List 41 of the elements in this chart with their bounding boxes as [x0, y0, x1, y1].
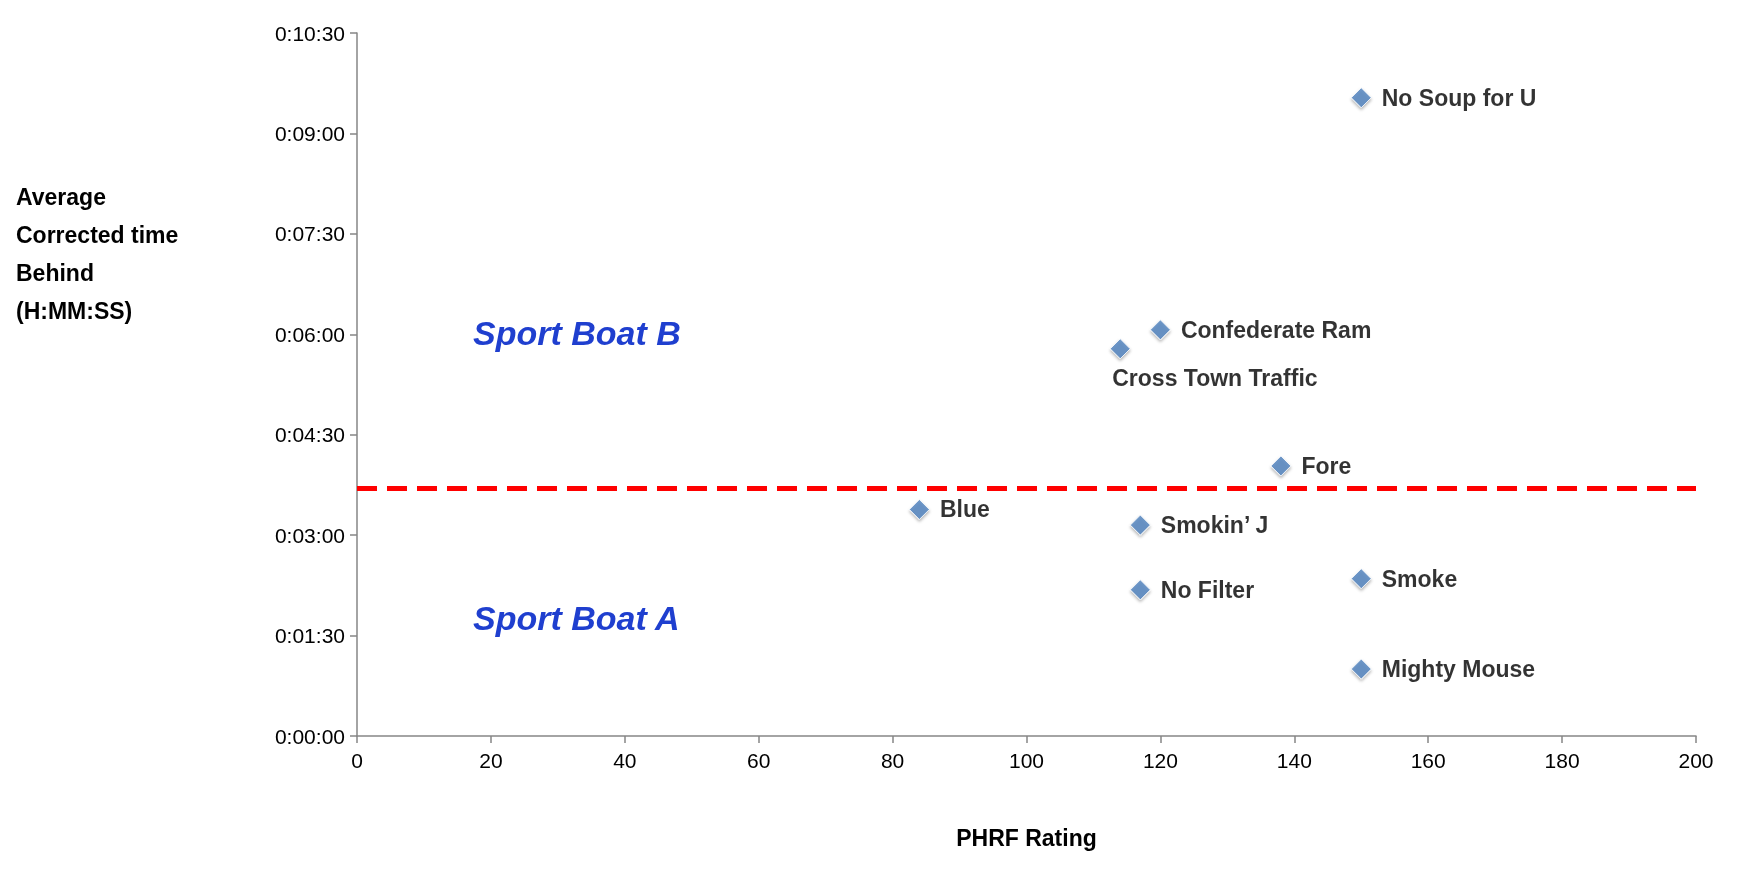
point [1129, 579, 1151, 601]
y-tick-label: 0:07:30 [274, 222, 345, 246]
x-tick-label: 160 [1410, 749, 1446, 772]
x-tick-label: 60 [747, 749, 771, 772]
y-tick-label: 0:01:30 [274, 624, 345, 648]
x-tick-label: 80 [880, 749, 905, 772]
data-label: Smoke [1381, 565, 1458, 592]
data-label: Blue [939, 496, 990, 523]
y-tick-label: 0:03:00 [274, 523, 345, 547]
point [1109, 338, 1131, 360]
y-axis-title: Average Corrected time Behind (H:MM:SS) [16, 184, 185, 324]
y-tick-label: 0:00:00 [274, 724, 345, 748]
data-label: Fore [1301, 452, 1352, 479]
data-label: Mighty Mouse [1381, 656, 1536, 683]
point [1350, 658, 1372, 680]
data-label: Cross Town Traffic [1112, 364, 1318, 391]
point [908, 498, 930, 520]
point [1270, 455, 1292, 477]
point [1149, 319, 1171, 341]
x-tick-label: 0 [351, 749, 363, 772]
data-label: Confederate Ram [1180, 316, 1372, 343]
point [1350, 87, 1372, 109]
y-tick-label: 0:04:30 [274, 423, 345, 447]
y-tick-label: 0:06:00 [274, 322, 345, 346]
y-tick-label: 0:09:00 [274, 121, 345, 145]
y-tick-label: 0:10:30 [274, 21, 345, 45]
x-tick-label: 40 [613, 749, 637, 772]
point [1129, 514, 1151, 536]
x-tick-label: 120 [1142, 749, 1178, 772]
x-tick-label: 200 [1678, 749, 1714, 772]
data-label: No Filter [1160, 576, 1255, 603]
annotation: Sport Boat A [473, 599, 680, 637]
data-label: No Soup for U [1381, 84, 1537, 111]
annotation: Sport Boat B [473, 314, 681, 352]
x-tick-label: 180 [1544, 749, 1580, 772]
x-tick-label: 140 [1276, 749, 1312, 772]
x-tick-label: 100 [1008, 749, 1045, 772]
x-axis-title: PHRF Rating [956, 824, 1097, 851]
point [1350, 568, 1372, 590]
x-tick-label: 20 [479, 749, 503, 772]
data-label: Smokin’ J [1160, 512, 1269, 539]
